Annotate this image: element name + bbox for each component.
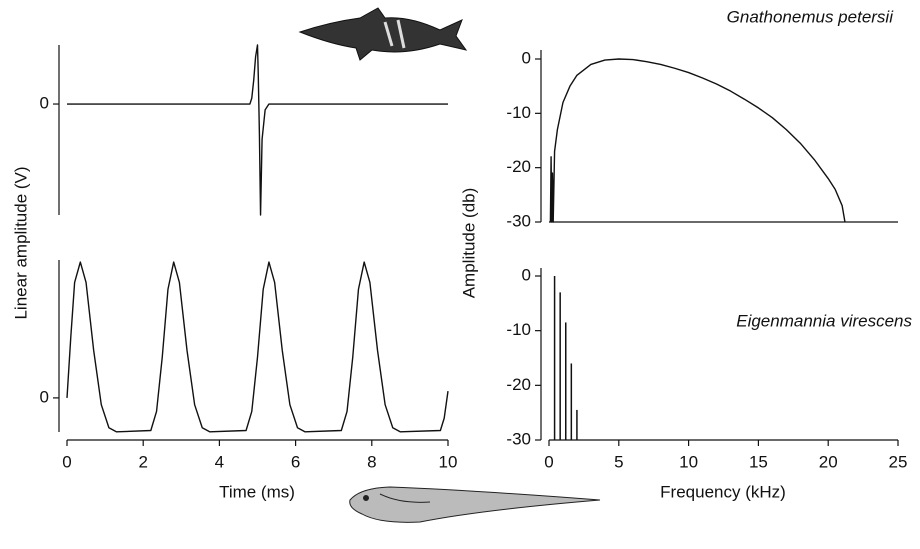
y-tick-label: -20 [506,157,531,176]
y-tick-label: -10 [506,103,531,122]
x-axis-label: Frequency (kHz) [660,482,786,501]
x-tick-label: 10 [679,452,698,471]
y-tick-label: -20 [506,375,531,394]
y-tick-label: -10 [506,320,531,339]
y-axis-label: Amplitude (db) [459,188,478,299]
x-tick-label: 0 [62,452,71,471]
x-tick-label: 20 [819,452,838,471]
x-tick-label: 15 [749,452,768,471]
x-tick-label: 5 [614,452,623,471]
y-tick-label: -30 [506,429,531,448]
species-label: Gnathonemus petersii [727,7,895,26]
x-tick-label: 6 [291,452,300,471]
y-tick-label: 0 [522,48,531,67]
waveform [549,58,846,223]
x-tick-label: 25 [889,452,908,471]
waveform [66,261,449,433]
waveform [67,44,448,216]
y-tick-label: 0 [40,387,49,406]
fish-gnathonemus [298,7,468,61]
x-tick-label: 0 [544,452,553,471]
x-tick-label: 4 [215,452,224,471]
fish-eigenmannia [349,486,601,523]
x-tick-label: 2 [138,452,147,471]
x-axis-label: Time (ms) [219,482,295,501]
y-tick-label: 0 [522,265,531,284]
y-tick-label: 0 [40,94,49,113]
x-tick-label: 10 [439,452,458,471]
x-tick-label: 8 [367,452,376,471]
species-label: Eigenmannia virescens [736,311,912,330]
y-tick-label: -30 [506,211,531,230]
y-axis-label: Linear amplitude (V) [11,166,30,319]
